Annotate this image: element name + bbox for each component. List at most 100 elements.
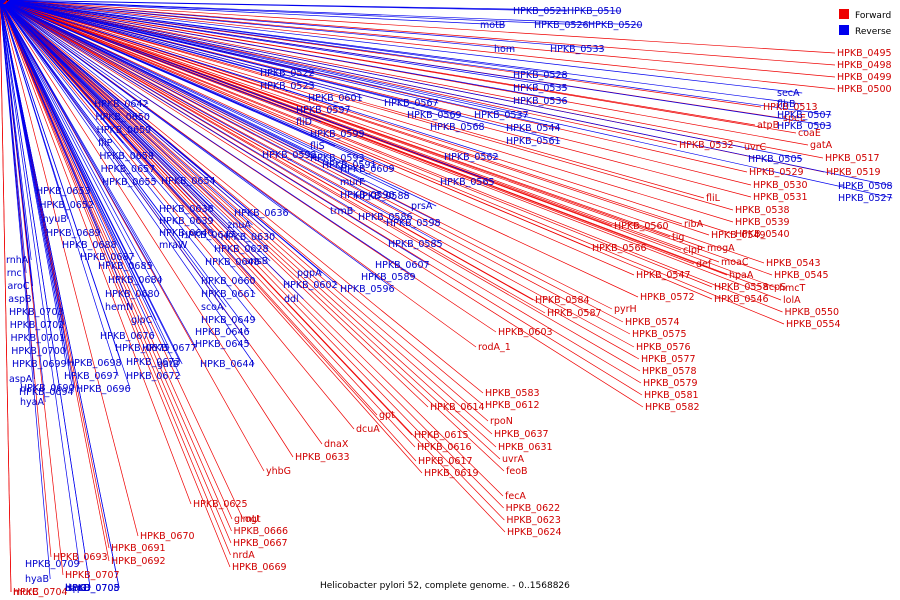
reverse-gene-label: secA bbox=[777, 88, 800, 99]
reverse-leader-line bbox=[0, 0, 416, 278]
forward-leader-line bbox=[0, 0, 624, 323]
reverse-gene-label: HPKB_0508 bbox=[838, 181, 893, 192]
reverse-gene-label: HPKB_0646 bbox=[195, 327, 250, 338]
reverse-gene-label: HPKB_0510 bbox=[567, 6, 622, 17]
reverse-gene-label: HPKB_0520 bbox=[588, 20, 643, 31]
reverse-gene-label: flhB bbox=[777, 99, 796, 110]
reverse-leader-line bbox=[0, 0, 131, 308]
forward-gene-label: HPKB_0637 bbox=[494, 429, 549, 440]
reverse-leader-line bbox=[0, 0, 315, 74]
tick-label: 580 kbp bbox=[0, 0, 10, 2]
forward-gene-label: HPKB_0583 bbox=[485, 388, 540, 399]
reverse-leader-line bbox=[0, 0, 893, 199]
legend-forward-label: Forward bbox=[855, 11, 891, 21]
reverse-gene-label: HPKB_0630 bbox=[221, 232, 276, 243]
reverse-gene-label: HPKB_0701 bbox=[11, 333, 66, 344]
forward-gene-label: HPKB_0550 bbox=[785, 307, 840, 318]
tick-label: 720 kbp bbox=[0, 0, 10, 2]
forward-gene-label: rpoN bbox=[490, 416, 513, 427]
forward-gene-label: HPKB_0623 bbox=[506, 515, 561, 526]
reverse-leader-line bbox=[0, 0, 135, 258]
reverse-gene-label: HPKB_0675 bbox=[115, 343, 170, 354]
forward-leader-line bbox=[0, 0, 782, 301]
forward-gene-label: HPKB_0624 bbox=[507, 527, 562, 538]
tick-label: 680 kbp bbox=[0, 0, 10, 2]
forward-leader-line bbox=[0, 0, 783, 313]
reverse-gene-label: HPKB_0638 bbox=[159, 204, 214, 215]
forward-gene-label: fecA bbox=[505, 491, 526, 502]
reverse-gene-label: HPKB_0602 bbox=[283, 280, 338, 291]
reverse-gene-label: HPKB_0659 bbox=[97, 125, 152, 136]
reverse-leader-line bbox=[0, 0, 183, 365]
reverse-gene-label: fliP bbox=[98, 138, 113, 149]
reverse-leader-line bbox=[0, 0, 152, 131]
reverse-gene-label: HPKB_0655 bbox=[102, 177, 157, 188]
reverse-gene-label: HPKB_0567 bbox=[384, 98, 439, 109]
forward-gene-label: feoB bbox=[506, 466, 528, 477]
tick-label: 600 kbp bbox=[0, 0, 10, 2]
reverse-leader-line bbox=[0, 0, 170, 349]
reverse-leader-line bbox=[0, 0, 154, 157]
reverse-leader-line bbox=[0, 0, 832, 127]
forward-leader-line bbox=[0, 0, 192, 505]
reverse-leader-line bbox=[0, 0, 149, 105]
forward-gene-label: uvrC bbox=[744, 142, 767, 153]
forward-gene-label: HPKB_0587 bbox=[547, 308, 602, 319]
forward-gene-label: HPKB_0633 bbox=[295, 452, 350, 463]
forward-gene-label: HPKB_0546 bbox=[714, 294, 769, 305]
forward-leader-line bbox=[0, 0, 639, 298]
reverse-gene-label: HPKB_0628 bbox=[214, 244, 269, 255]
tick-label: 640 kbp bbox=[0, 0, 10, 2]
reverse-gene-label: HPKB_0696 bbox=[76, 384, 131, 395]
reverse-leader-line bbox=[0, 0, 214, 222]
forward-leader-line bbox=[0, 0, 706, 249]
forward-leader-line bbox=[0, 0, 233, 520]
reverse-leader-line bbox=[0, 0, 289, 214]
forward-gene-label: HPKB_0579 bbox=[643, 378, 698, 389]
reverse-gene-label: HPKB_0658 bbox=[99, 151, 154, 162]
reverse-gene-label: HPKB_0591 bbox=[322, 160, 377, 171]
reverse-leader-line bbox=[0, 0, 506, 26]
reverse-gene-label: HPKB_0533 bbox=[550, 44, 605, 55]
forward-gene-label: uvrA bbox=[502, 454, 525, 465]
forward-gene-label: coaE bbox=[798, 128, 821, 139]
forward-gene-label: HPKB_0519 bbox=[826, 167, 881, 178]
reverse-gene-label: HPKB_0649 bbox=[201, 315, 256, 326]
reverse-leader-line bbox=[0, 0, 356, 212]
reverse-leader-line bbox=[0, 0, 51, 580]
forward-leader-line bbox=[0, 0, 734, 235]
reverse-gene-label: ispG bbox=[65, 583, 86, 594]
forward-gene-label: HPKB_0603 bbox=[498, 327, 553, 338]
forward-gene-label: HPKB_0566 bbox=[592, 243, 647, 254]
reverse-gene-label: HPKB_0703 bbox=[9, 307, 64, 318]
reverse-gene-label: HPKB_0569 bbox=[407, 110, 462, 121]
forward-leader-line bbox=[0, 0, 678, 146]
reverse-leader-line bbox=[0, 0, 365, 135]
forward-gene-label: HPKB_0549 bbox=[711, 230, 766, 241]
forward-leader-line bbox=[0, 0, 416, 448]
forward-gene-label: mogA bbox=[707, 243, 735, 254]
reverse-leader-line bbox=[0, 0, 181, 377]
figure-caption: Helicobacter pylori 52, complete genome.… bbox=[320, 581, 570, 591]
forward-leader-line bbox=[0, 0, 12, 593]
forward-gene-label: HPKB_0704 bbox=[13, 587, 68, 598]
reverse-gene-label: HPKB_0503 bbox=[777, 121, 832, 132]
forward-gene-label: HPKB_0612 bbox=[485, 400, 540, 411]
tick-label: 500 kbp bbox=[0, 0, 10, 2]
reverse-gene-label: HPKB_0705 bbox=[65, 583, 120, 594]
reverse-leader-line bbox=[0, 0, 430, 266]
reverse-gene-label: HPKB_0709 bbox=[25, 559, 80, 570]
forward-gene-label: atpB bbox=[757, 120, 779, 131]
forward-gene-label: HPKB_0574 bbox=[625, 317, 680, 328]
forward-gene-label: HPKB_0615 bbox=[414, 430, 469, 441]
reverse-leader-line bbox=[0, 0, 377, 166]
reverse-gene-label: HPKB_0652 bbox=[39, 200, 94, 211]
forward-leader-line bbox=[0, 0, 505, 472]
reverse-gene-label: HPKB_0660 bbox=[201, 276, 256, 287]
reverse-gene-label: HPKB_0507 bbox=[777, 110, 832, 121]
forward-gene-label: HPKB_0625 bbox=[193, 499, 248, 510]
forward-leader-line bbox=[0, 0, 773, 276]
forward-leader-line bbox=[0, 0, 641, 372]
forward-gene-label: HPKB_0617 bbox=[418, 456, 473, 467]
reverse-leader-line bbox=[0, 0, 351, 111]
